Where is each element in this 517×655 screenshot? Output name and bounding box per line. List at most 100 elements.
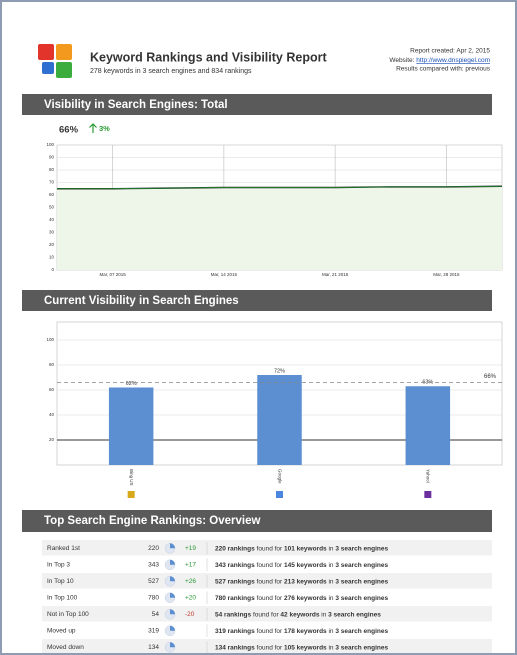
- summary-part: in: [319, 611, 328, 618]
- y-tick-label: 100: [46, 142, 54, 147]
- pie-slice: [170, 592, 175, 598]
- row-count: 780: [148, 594, 159, 601]
- summary-part: 213 keywords: [284, 578, 327, 585]
- summary-part: in: [327, 561, 336, 568]
- summary-part: 105 keywords: [284, 644, 327, 651]
- x-tick-label: Bing US: [129, 469, 134, 486]
- website-label: Website:: [389, 57, 414, 64]
- row-background: [42, 589, 492, 605]
- row-count: 319: [148, 627, 159, 634]
- y-tick-label: 10: [49, 255, 55, 260]
- visibility-change: 3%: [99, 124, 110, 133]
- row-background: [42, 622, 492, 638]
- summary-part: 145 keywords: [284, 561, 327, 568]
- row-background: [42, 540, 492, 556]
- row-summary: 134 rankings found for 105 keywords in 3…: [215, 644, 388, 651]
- engine-icon: [276, 491, 283, 498]
- summary-part: 780 rankings: [215, 594, 255, 601]
- summary-part: 3 search engines: [335, 545, 388, 552]
- row-summary: 220 rankings found for 101 keywords in 3…: [215, 545, 388, 552]
- row-label: Not in Top 100: [47, 611, 89, 618]
- row-label: Ranked 1st: [47, 545, 80, 552]
- area: [57, 186, 502, 270]
- summary-part: 3 search engines: [335, 594, 388, 601]
- summary-part: 3 search engines: [328, 611, 381, 618]
- summary-part: 134 rankings: [215, 644, 255, 651]
- x-tick-label: Mar, 14 2015: [211, 272, 238, 277]
- y-tick-label: 80: [49, 167, 55, 172]
- row-count: 343: [148, 561, 159, 568]
- row-label: In Top 100: [47, 594, 78, 601]
- bar-value-label: 72%: [274, 368, 285, 374]
- website-line: Website: http://www.dnspiegel.com: [389, 57, 490, 64]
- logo: [38, 44, 72, 78]
- pie-slice: [170, 609, 175, 615]
- row-summary: 780 rankings found for 276 keywords in 3…: [215, 594, 388, 601]
- row-count: 220: [148, 545, 159, 552]
- y-tick-label: 20: [49, 437, 55, 442]
- website-link[interactable]: http://www.dnspiegel.com: [416, 57, 490, 64]
- y-tick-label: 60: [49, 387, 55, 392]
- section-title: Visibility in Search Engines: Total: [44, 99, 228, 111]
- x-tick-label: Mar, 21 2015: [322, 272, 349, 277]
- summary-part: in: [327, 644, 336, 651]
- report-created: Report created: Apr 2, 2015: [410, 48, 490, 55]
- x-tick-label: Yahoo!: [426, 469, 431, 483]
- y-tick-label: 30: [49, 230, 55, 235]
- x-tick-label: Google: [277, 469, 282, 484]
- y-tick-label: 70: [49, 180, 55, 185]
- pie-slice: [170, 576, 175, 582]
- row-count: 527: [148, 578, 159, 585]
- y-tick-label: 50: [49, 205, 55, 210]
- y-tick-label: 100: [46, 337, 54, 342]
- section-bar: [22, 510, 492, 532]
- y-tick-label: 0: [51, 267, 54, 272]
- summary-part: in: [327, 545, 336, 552]
- pie-slice: [170, 543, 175, 549]
- summary-part: in: [327, 627, 336, 634]
- summary-part: 3 search engines: [335, 578, 388, 585]
- y-tick-label: 80: [49, 362, 55, 367]
- row-summary: 527 rankings found for 213 keywords in 3…: [215, 578, 388, 585]
- row-background: [42, 573, 492, 589]
- summary-part: found for: [255, 644, 284, 651]
- bar-value-label: 63%: [422, 380, 433, 386]
- summary-part: 101 keywords: [284, 545, 327, 552]
- bar: [257, 375, 302, 465]
- summary-part: 3 search engines: [335, 627, 388, 634]
- row-change: +20: [185, 594, 196, 601]
- bar: [405, 386, 451, 465]
- section-title: Top Search Engine Rankings: Overview: [44, 515, 260, 527]
- row-change: -20: [185, 611, 195, 618]
- row-label: Moved up: [47, 627, 76, 634]
- summary-part: 220 rankings: [215, 545, 255, 552]
- section-title: Current Visibility in Search Engines: [44, 295, 239, 307]
- row-count: 54: [152, 611, 160, 618]
- report-subtitle: 278 keywords in 3 search engines and 834…: [90, 68, 252, 75]
- x-tick-label: Mar, 28 2015: [433, 272, 460, 277]
- row-background: [42, 606, 492, 622]
- summary-part: found for: [255, 627, 284, 634]
- row-change: +26: [185, 578, 196, 585]
- pie-slice: [170, 559, 175, 565]
- compared-with: Results compared with: previous: [396, 66, 491, 73]
- y-tick-label: 20: [49, 242, 55, 247]
- summary-part: 42 keywords: [280, 611, 319, 618]
- row-label: In Top 3: [47, 561, 70, 568]
- row-summary: 54 rankings found for 42 keywords in 3 s…: [215, 611, 381, 618]
- row-label: In Top 10: [47, 578, 74, 585]
- row-background: [42, 639, 492, 653]
- bar-value-label: 62%: [126, 381, 137, 387]
- row-label: Moved down: [47, 644, 84, 651]
- section-bar: [22, 290, 492, 311]
- summary-part: 3 search engines: [335, 561, 388, 568]
- summary-part: found for: [255, 545, 284, 552]
- summary-part: 276 keywords: [284, 594, 327, 601]
- x-tick-label: Mar, 07 2015: [99, 272, 126, 277]
- pie-slice: [170, 625, 175, 631]
- summary-part: found for: [255, 578, 284, 585]
- row-summary: 343 rankings found for 145 keywords in 3…: [215, 561, 388, 568]
- summary-part: 3 search engines: [335, 644, 388, 651]
